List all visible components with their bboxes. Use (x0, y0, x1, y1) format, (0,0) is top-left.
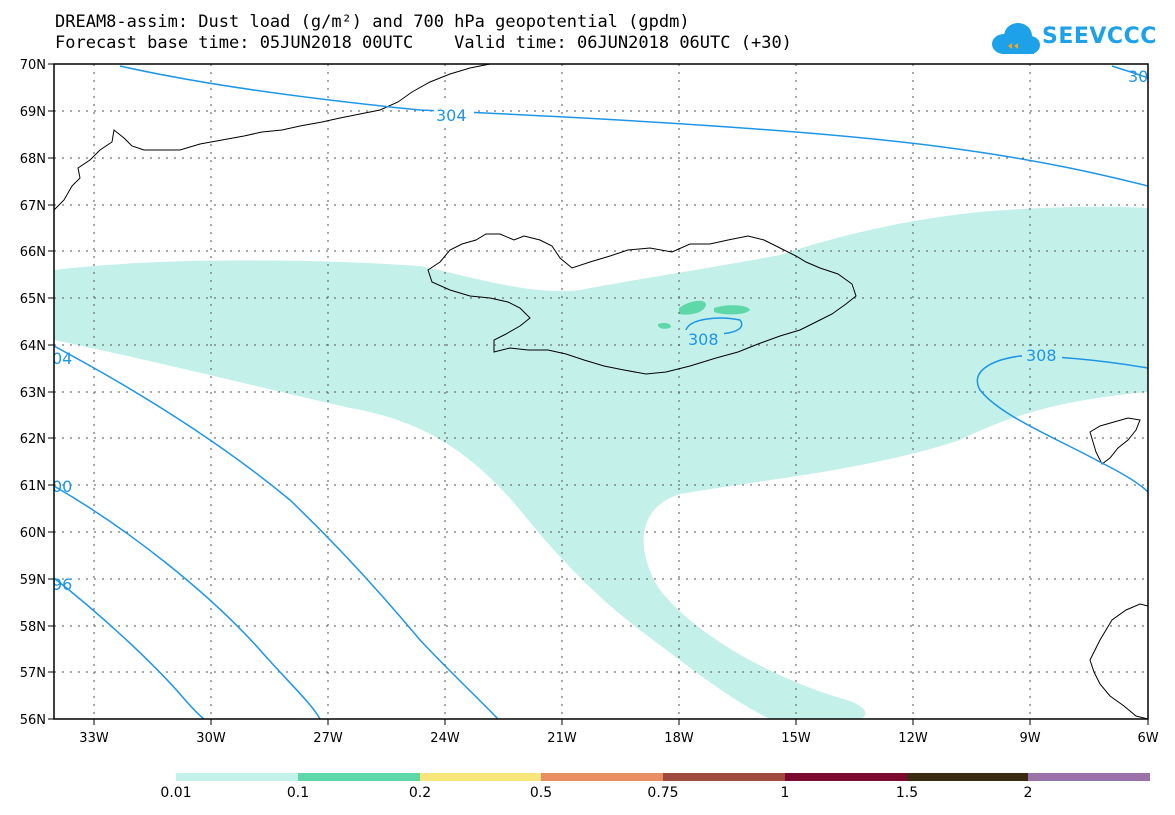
contour-296-west (54, 577, 205, 719)
colorbar-segment (298, 773, 420, 781)
lat-label: 70N (20, 58, 46, 73)
logo-text: SEEVCCC (1042, 24, 1157, 49)
contour-304-north (119, 65, 1148, 187)
seevccc-logo: SEEVCCC (990, 18, 1156, 62)
colorbar-label: 2 (1023, 785, 1033, 801)
lat-label: 63N (20, 386, 46, 401)
lon-label: 18W (664, 731, 694, 746)
contour-label: 30 (1128, 67, 1148, 86)
lat-label: 60N (20, 526, 46, 541)
colorbar-label: 0.5 (529, 785, 553, 801)
title-line-1: DREAM8-assim: Dust load (g/m²) and 700 h… (55, 12, 690, 32)
contour-308-east (976, 355, 1148, 493)
colorbar-segment (907, 773, 1028, 781)
lon-label: 27W (313, 731, 343, 746)
lat-label: 68N (20, 152, 46, 167)
lat-labels: 70N 69N 68N 67N 66N 65N 64N 63N 62N 61N … (20, 58, 46, 728)
cloud-logo-icon (992, 23, 1040, 54)
contour-308-west (54, 345, 499, 719)
colorbar-segment (663, 773, 785, 781)
title-line-2: Forecast base time: 05JUN2018 00UTC Vali… (55, 33, 792, 53)
dust-plume-area (54, 206, 1148, 719)
lat-label: 66N (20, 245, 46, 260)
tick-marks (48, 63, 1149, 725)
dust-patch (679, 300, 706, 315)
lat-label: 69N (20, 105, 46, 120)
lat-label: 57N (20, 666, 46, 681)
lon-label: 30W (196, 731, 226, 746)
greenland-coast (54, 64, 491, 211)
colorbar-segment (1028, 773, 1150, 781)
faroe-coast (1089, 417, 1141, 465)
lon-label: 21W (547, 731, 577, 746)
contour-label: 00 (52, 477, 72, 496)
scotland-coast (1089, 603, 1148, 719)
contour-label: 96 (52, 575, 72, 594)
colorbar-label: 0.2 (408, 785, 432, 801)
lat-label: 67N (20, 199, 46, 214)
contour-300-west (54, 485, 321, 719)
colorbar-label: 0.75 (647, 785, 679, 801)
lat-label: 59N (20, 573, 46, 588)
lat-label: 56N (20, 713, 46, 728)
colorbar-label: 1 (780, 785, 790, 801)
iceland-coast (427, 233, 857, 375)
dust-patch (714, 305, 750, 315)
lat-label: 61N (20, 479, 46, 494)
lon-label: 9W (1019, 731, 1040, 746)
coastlines (54, 64, 1148, 719)
lon-label: 15W (781, 731, 811, 746)
lon-label: 24W (430, 731, 460, 746)
grid-lines (54, 64, 1148, 719)
contour-label: 308 (1026, 346, 1057, 365)
lon-label: 6W (1137, 731, 1158, 746)
lon-label: 33W (79, 731, 109, 746)
contour-label-group: 304 308 308 30 04 00 96 (52, 67, 1148, 594)
dust-patch (658, 323, 671, 329)
lat-label: 62N (20, 432, 46, 447)
contour-label: 304 (436, 106, 467, 125)
contour-30x-ne (1111, 65, 1148, 79)
colorbar-segment (420, 773, 541, 781)
colorbar-label: 1.5 (895, 785, 919, 801)
contour-label: 308 (688, 330, 719, 349)
colorbar-segment (785, 773, 907, 781)
lat-label: 65N (20, 292, 46, 307)
lat-label: 58N (20, 620, 46, 635)
lon-label: 12W (898, 731, 928, 746)
colorbar-label: 0.01 (160, 785, 192, 801)
contour-label: 04 (52, 349, 72, 368)
lat-label: 64N (20, 339, 46, 354)
colorbar-label: 0.1 (286, 785, 310, 801)
colorbar-segment (176, 773, 298, 781)
colorbar-segment (541, 773, 663, 781)
contour-lines (54, 65, 1148, 719)
lon-labels: 33W 30W 27W 24W 21W 18W 15W 12W 9W 6W (79, 731, 1158, 746)
